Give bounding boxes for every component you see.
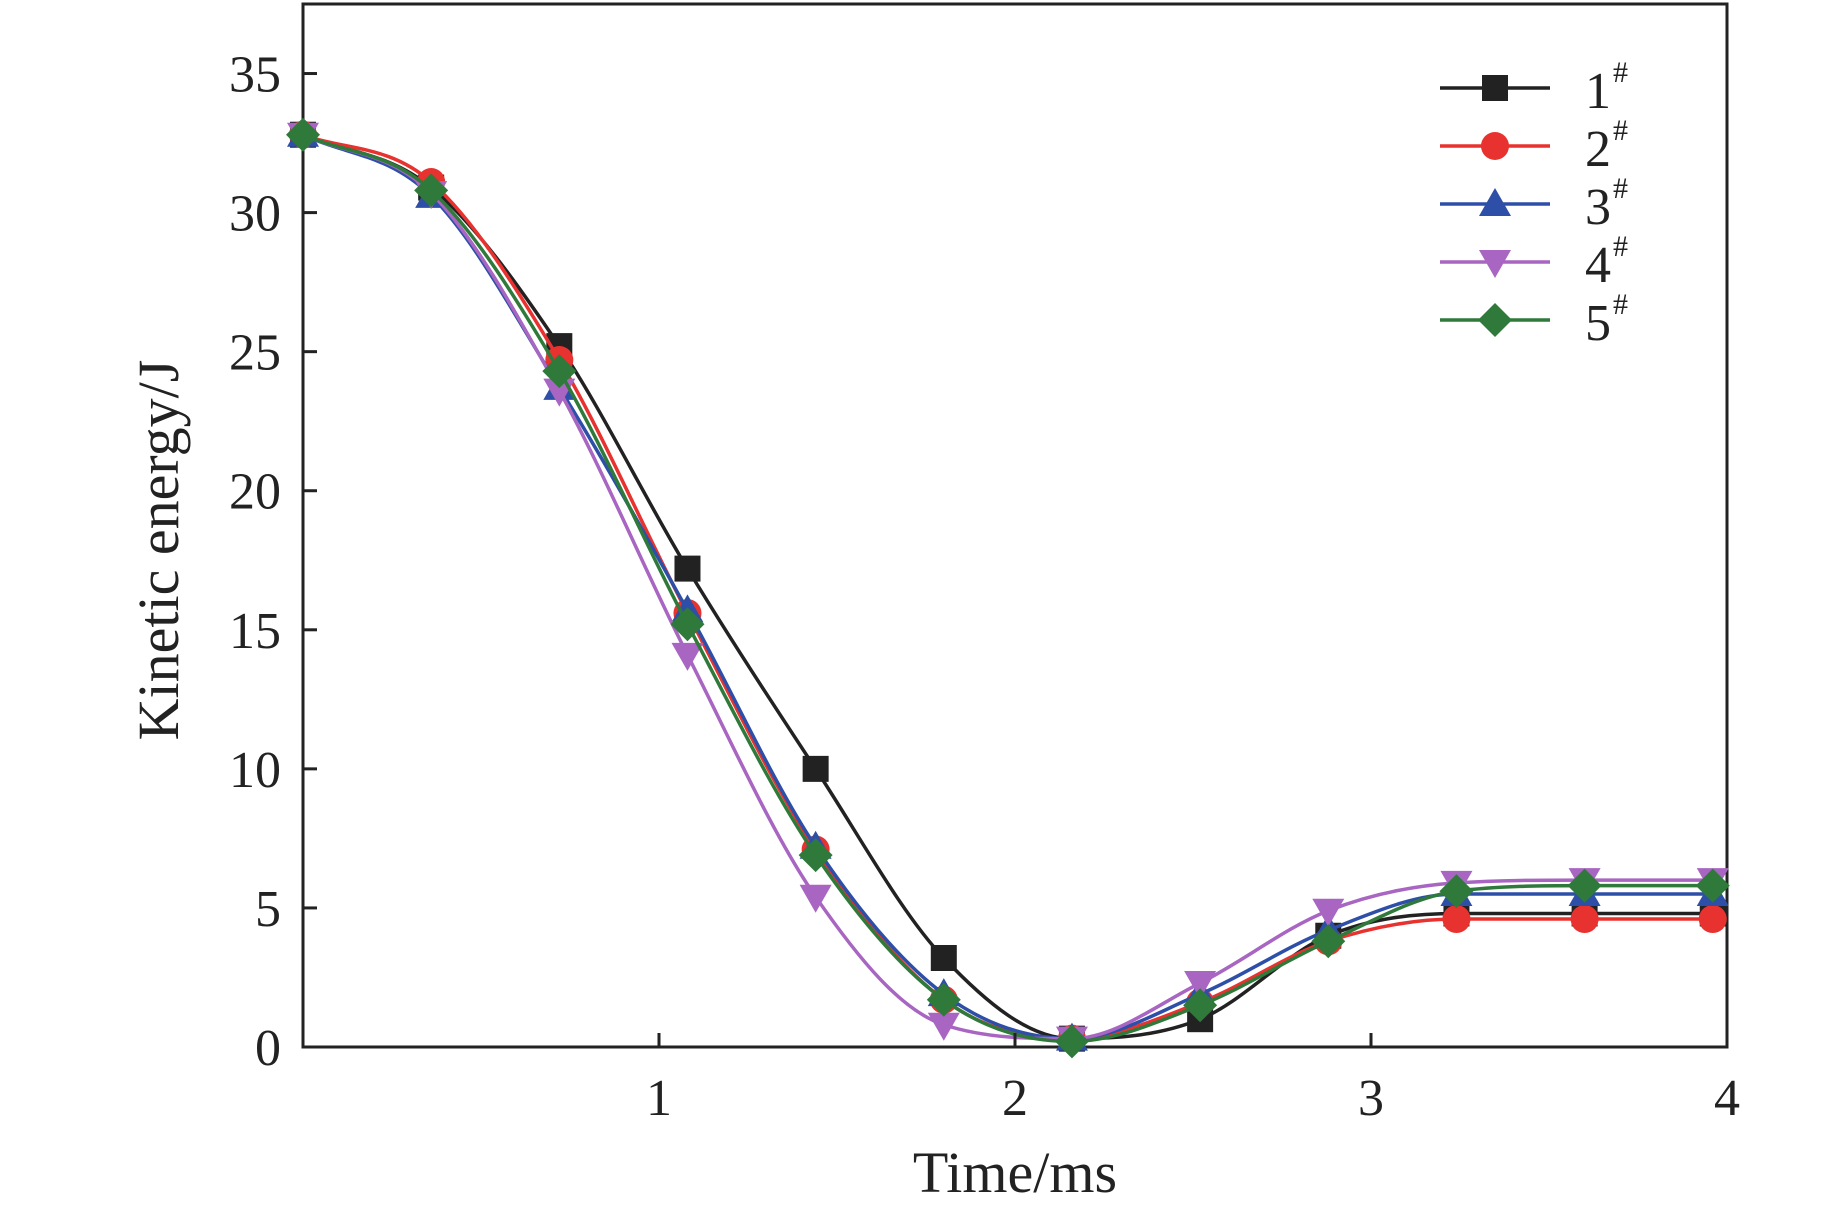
legend-label: 4: [1585, 237, 1611, 294]
series-2-point: [1570, 905, 1599, 934]
legend-item-5: 5 #: [1440, 288, 1628, 352]
series-5-point: [670, 607, 705, 642]
x-tick-label: 4: [1714, 1070, 1740, 1127]
legend-label-superscript: #: [1613, 114, 1628, 147]
legend-label-superscript: #: [1613, 230, 1628, 263]
series-5-point: [286, 117, 320, 152]
series-5-point: [926, 982, 961, 1017]
y-tick-label: 35: [229, 47, 281, 104]
series-5-point: [542, 354, 577, 389]
legend-label: 1: [1585, 63, 1611, 120]
series-layer: [286, 117, 1730, 1059]
series-5-point: [1695, 868, 1730, 903]
y-tick-label: 10: [229, 742, 281, 799]
y-tick-label: 30: [229, 186, 281, 243]
x-tick-label: 2: [1002, 1070, 1028, 1127]
series-5-point: [1183, 988, 1218, 1023]
series-4-point: [1312, 898, 1345, 927]
legend-marker: [1482, 75, 1508, 101]
legend-label-superscript: #: [1613, 172, 1628, 205]
plot-frame: [301, 2, 1729, 1049]
plot-area: [301, 2, 1729, 1049]
series-5-point: [1054, 1024, 1089, 1059]
legend-label: 2: [1585, 121, 1611, 178]
series-4-point: [671, 642, 704, 671]
legend-marker: [1479, 250, 1511, 278]
series-2-line: [302, 133, 1713, 1041]
series-1-point: [930, 944, 957, 971]
legend-item-2: 2 #: [1440, 114, 1628, 178]
series-5-point: [1311, 924, 1346, 959]
series-2-point: [1442, 905, 1471, 934]
series-5-line: [302, 133, 1713, 1044]
series-5-point: [1567, 868, 1602, 903]
legend-item-3: 3 #: [1440, 172, 1628, 236]
series-5-point: [414, 173, 449, 208]
series-4-point: [799, 884, 832, 913]
series-1-line: [302, 133, 1713, 1041]
y-tick-label: 15: [229, 603, 281, 660]
x-tick-label: 1: [646, 1070, 672, 1127]
x-axis-title: Time/ms: [913, 1140, 1117, 1205]
series-5: [286, 117, 1730, 1059]
legend-label-superscript: #: [1613, 288, 1628, 321]
series-4-point: [927, 1012, 960, 1041]
legend-label: 5: [1585, 295, 1611, 352]
series-1-point: [802, 755, 829, 782]
x-tick-label: 3: [1358, 1070, 1384, 1127]
series-3: [287, 118, 1729, 1051]
legend: 1 #2 #3 #4 #5 #: [1440, 56, 1628, 352]
series-4-line: [302, 133, 1713, 1041]
y-tick-label: 20: [229, 464, 281, 521]
legend-marker: [1481, 132, 1509, 160]
series-4-point: [1184, 971, 1217, 1000]
legend-item-1: 1 #: [1440, 56, 1628, 120]
series-5-point: [1439, 874, 1474, 909]
legend-item-4: 4 #: [1440, 230, 1628, 294]
series-2-point: [1698, 905, 1727, 934]
legend-marker: [1479, 188, 1511, 216]
legend-label: 3: [1585, 179, 1611, 236]
y-tick-label: 25: [229, 325, 281, 382]
series-1-point: [674, 555, 701, 582]
y-axis-title: Kinetic energy/J: [126, 360, 191, 741]
legend-marker: [1478, 303, 1512, 337]
series-3-line: [302, 133, 1713, 1041]
legend-label-superscript: #: [1613, 56, 1628, 89]
y-tick-label: 0: [255, 1020, 281, 1077]
series-5-point: [798, 838, 833, 873]
y-tick-label: 5: [255, 881, 281, 938]
